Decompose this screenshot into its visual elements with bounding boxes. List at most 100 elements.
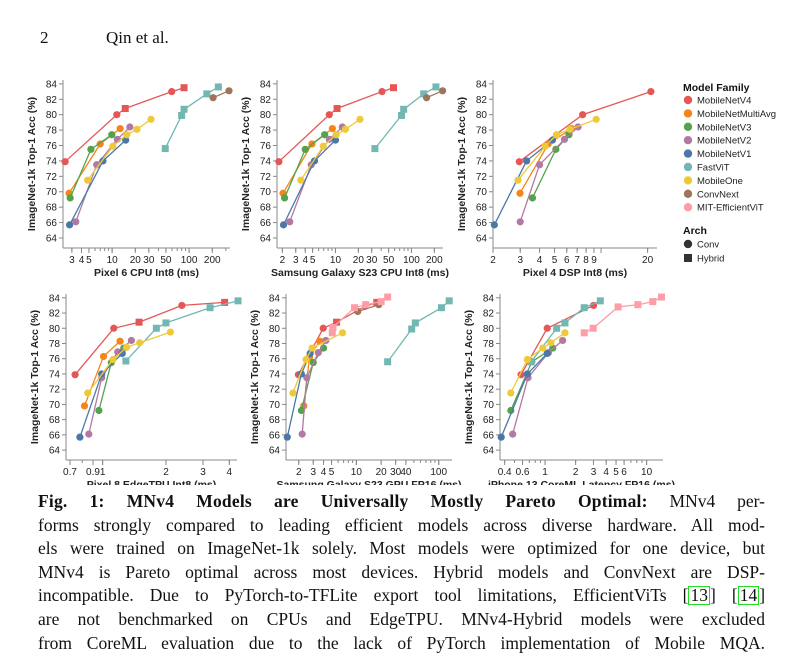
x-tick-label: 5 [310,255,316,266]
x-tick-label: 50 [160,255,172,266]
series-mobilenetv2 [516,123,582,226]
data-point-circle [515,158,523,166]
legend-swatch-convnext [683,189,693,198]
data-point-square [398,111,406,119]
caption-line: are not benchmarked on CPUs and EdgeTPU.… [38,608,765,629]
data-point-circle [109,142,117,150]
data-point-circle [516,189,524,197]
y-tick-label: 72 [49,385,61,396]
x-tick-label: 0.4 [498,467,512,478]
data-point-circle [95,406,103,415]
running-title: Qin et al. [106,28,169,47]
citation-link-14[interactable]: 14 [737,585,760,606]
data-point-square [614,303,622,311]
series-line [292,332,343,394]
y-tick-label: 72 [46,172,58,183]
data-point-square [561,319,569,327]
data-point-circle [552,131,561,139]
y-tick-label: 76 [46,141,58,152]
data-point-circle [514,176,522,184]
data-point-circle [280,194,289,202]
x-tick-label: 100 [181,255,198,266]
data-point-square [649,298,657,306]
data-point-circle [314,349,322,357]
data-point-circle [303,374,311,382]
x-tick-label: 10 [351,467,363,478]
series-line [69,134,113,199]
x-tick-label: 3 [517,255,523,266]
data-point-square [589,324,597,332]
x-tick-label: 5 [613,467,619,478]
legend-swatch-circle [683,239,693,249]
y-tick-label: 74 [476,156,488,167]
data-point-square [553,324,561,332]
y-axis-label: ImageNet-1k Top-1 Acc (%) [26,97,38,231]
y-tick-label: 76 [483,354,495,365]
caption-label: Fig. 1: MNv4 Models are Universally Most… [38,491,648,511]
y-tick-label: 66 [49,430,61,441]
data-point-circle [147,115,155,123]
y-tick-label: 68 [46,203,58,214]
y-tick-label: 84 [483,293,495,304]
y-tick-label: 82 [483,309,495,320]
x-axis-label: Pixel 4 DSP Int8 (ms) [523,267,627,279]
data-point-square [203,90,211,98]
x-tick-label: 200 [204,255,221,266]
data-point-circle [497,433,505,441]
chart-panel-2: 64 66 68 70 72 74 76 78 80 82 84 2 3 4 5 10 20 30 50 100 200… [240,79,449,279]
y-tick-label: 78 [476,126,488,137]
y-tick-label: 64 [49,446,61,457]
y-tick-label: 72 [483,385,495,396]
data-point-square [214,83,222,91]
data-point-circle [99,352,108,361]
legend-item-hybrid: Hybrid [697,254,724,265]
y-tick-label: 76 [476,141,488,152]
y-tick-label: 84 [46,79,58,90]
x-tick-label: 0.9 [86,467,100,478]
figure-caption: Fig. 1: MNv4 Models are Universally Most… [38,490,765,655]
x-tick-label: 20 [376,467,388,478]
y-tick-label: 84 [269,293,281,304]
series-mobilenetv3 [280,131,329,202]
data-point-circle [356,115,364,123]
data-point-circle [84,389,92,397]
y-tick-label: 70 [46,187,58,198]
data-point-circle [302,355,310,364]
data-point-square [384,293,392,301]
data-point-circle [113,111,121,119]
data-point-square [527,358,535,366]
y-tick-label: 64 [46,233,58,244]
legend-swatch-mobilenetv4 [683,95,693,105]
series-line [519,126,579,223]
series-mobilenetv1 [490,136,557,229]
data-point-circle [539,344,547,352]
x-tick-label: 20 [130,255,142,266]
series-mobileone [507,329,569,397]
data-point-square [580,329,588,337]
data-point-circle [579,111,587,119]
data-point-circle [422,94,431,102]
x-tick-label: 1 [542,467,548,478]
x-tick-label: 6 [621,467,627,478]
y-tick-label: 84 [260,79,272,90]
data-point-square [221,298,229,306]
data-point-square [400,105,408,113]
series-mobilenetv4 [275,84,397,166]
citation-link-13[interactable]: 13 [688,585,710,606]
legend-title-arch: Arch [683,225,707,237]
data-point-square [161,145,169,153]
data-point-circle [87,145,95,153]
data-point-circle [592,115,600,123]
legend-item-mobileone: MobileOne [697,176,743,187]
y-tick-label: 72 [269,385,281,396]
data-point-square [389,84,397,92]
y-axis-label: ImageNet-1k Top-1 Acc (%) [249,310,261,444]
series-fastvit [122,297,242,365]
data-point-circle [523,370,531,378]
data-point-circle [76,433,84,441]
data-point-square [351,304,359,312]
legend-item-mit-efficientvit: MIT-EfficientViT [697,203,764,214]
data-point-circle [516,218,524,226]
